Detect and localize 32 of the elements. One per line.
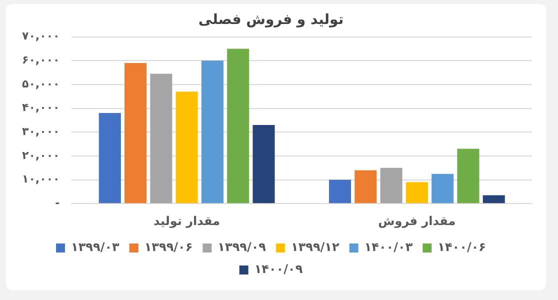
bar [406, 182, 428, 204]
bar [482, 195, 505, 204]
bar [328, 180, 352, 204]
bar [252, 124, 275, 204]
x-tick-label: مقدار فروش [378, 214, 456, 228]
x-tick-label: مقدار تولید [154, 214, 220, 228]
bar [457, 148, 480, 204]
y-tick-label: ۲۰,۰۰۰ [22, 148, 60, 162]
bar [124, 63, 147, 204]
bar [150, 74, 172, 204]
y-tick-label: ۴۰,۰۰۰ [22, 101, 60, 114]
legend-label: ۱۳۹۹/۰۹ [218, 240, 267, 254]
bar [380, 168, 402, 204]
y-tick-label: ۷۰,۰۰۰ [22, 30, 60, 43]
bar [432, 174, 454, 204]
legend-label: ۱۴۰۰/۰۹ [254, 262, 304, 276]
bar [176, 92, 198, 204]
bar [98, 113, 121, 204]
y-tick-label: ۵۰,۰۰۰ [22, 77, 60, 90]
y-tick-label: ۳۰,۰۰۰ [22, 124, 60, 138]
bar [201, 60, 224, 204]
y-tick-label: ۱۰,۰۰۰ [22, 172, 60, 186]
legend-label: ۱۴۰۰/۰۳ [364, 240, 414, 254]
bar [227, 48, 250, 204]
legend-label: ۱۳۹۹/۱۲ [291, 240, 340, 254]
y-tick-label: ۶۰,۰۰۰ [22, 53, 60, 66]
bar [354, 170, 377, 204]
chart-title: تولید و فروش فصلی [198, 12, 344, 28]
legend-label: ۱۴۰۰/۰۶ [438, 240, 486, 254]
legend-label: ۱۳۹۹/۰۶ [144, 240, 193, 254]
y-tick-label: - [55, 196, 60, 210]
legend-label: ۱۳۹۹/۰۳ [71, 240, 120, 254]
